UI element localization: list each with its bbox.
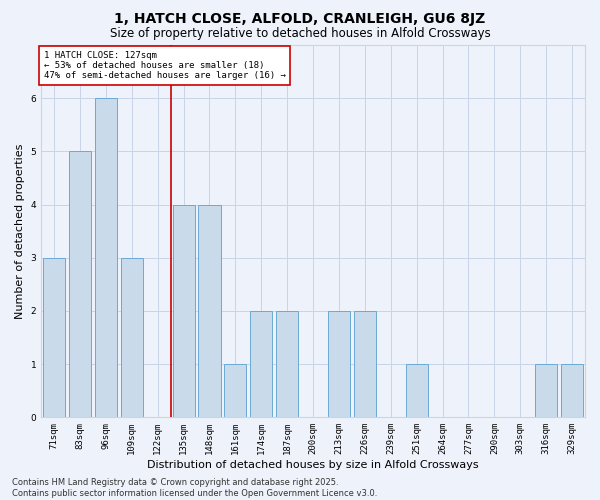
Bar (406, 364, 428, 418)
Text: Size of property relative to detached houses in Alfold Crossways: Size of property relative to detached ho… (110, 28, 490, 40)
Bar (224, 364, 247, 418)
Bar (535, 364, 557, 418)
Bar (69, 152, 91, 418)
Text: Contains HM Land Registry data © Crown copyright and database right 2025.
Contai: Contains HM Land Registry data © Crown c… (12, 478, 377, 498)
Bar (121, 258, 143, 418)
Bar (173, 204, 194, 418)
Bar (354, 311, 376, 418)
Bar (328, 311, 350, 418)
Bar (250, 311, 272, 418)
Text: 1, HATCH CLOSE, ALFOLD, CRANLEIGH, GU6 8JZ: 1, HATCH CLOSE, ALFOLD, CRANLEIGH, GU6 8… (115, 12, 485, 26)
Bar (43, 258, 65, 418)
Bar (561, 364, 583, 418)
Text: 1 HATCH CLOSE: 127sqm
← 53% of detached houses are smaller (18)
47% of semi-deta: 1 HATCH CLOSE: 127sqm ← 53% of detached … (44, 50, 286, 80)
Bar (276, 311, 298, 418)
Y-axis label: Number of detached properties: Number of detached properties (15, 144, 25, 319)
Bar (95, 98, 117, 418)
X-axis label: Distribution of detached houses by size in Alfold Crossways: Distribution of detached houses by size … (147, 460, 479, 470)
Bar (199, 204, 221, 418)
